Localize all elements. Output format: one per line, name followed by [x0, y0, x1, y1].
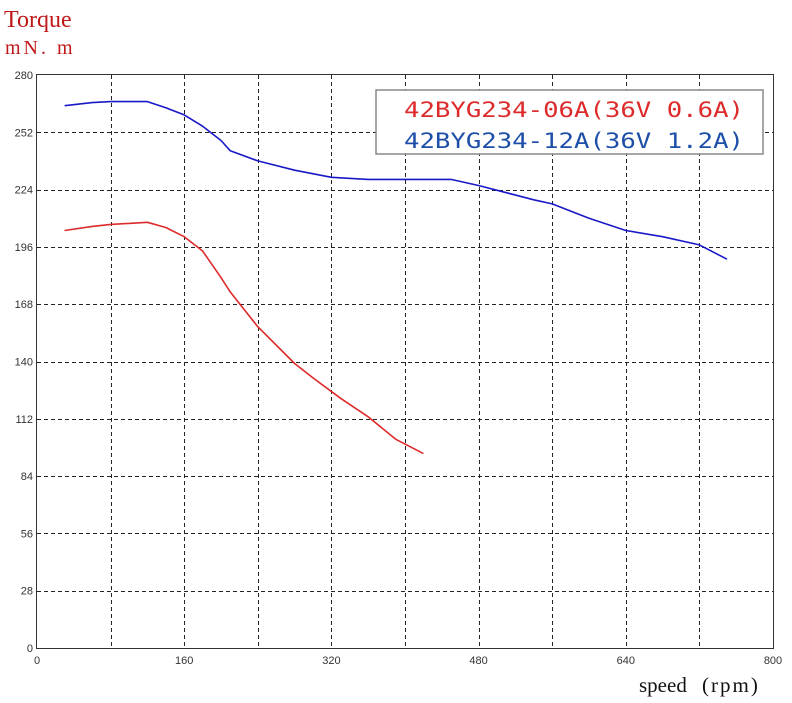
legend-series-1: 42BYG234-06A(36V 0.6A) — [404, 98, 744, 122]
tick-labels: 0 160 320 480 640 800 0 28 56 84 112 140 168 196 224 25… — [15, 70, 783, 667]
y-tick-label: 56 — [21, 528, 33, 540]
legend: 42BYG234-06A(36V 0.6A) 42BYG234-12A(36V … — [375, 89, 764, 155]
x-tick-label: 480 — [469, 655, 487, 667]
x-tick-label: 160 — [175, 655, 193, 667]
x-axis-title: speed — [639, 673, 687, 697]
series-lines — [64, 100, 728, 455]
y-tick-label: 0 — [27, 643, 33, 655]
x-tick-label: 320 — [322, 655, 340, 667]
y-tick-label: 224 — [15, 185, 33, 197]
grid — [37, 75, 773, 648]
x-tick-label: 0 — [34, 655, 40, 667]
series-line-2 — [64, 100, 728, 260]
legend-series-2: 42BYG234-12A(36V 1.2A) — [404, 129, 744, 153]
legend-box — [375, 89, 764, 155]
y-tick-label: 84 — [21, 471, 33, 483]
y-tick-label: 280 — [15, 70, 33, 82]
y-tick-label: 252 — [15, 127, 33, 139]
series-line-1 — [64, 221, 424, 455]
y-tick-label: 140 — [15, 357, 33, 369]
x-axis-unit: (rpm) — [702, 673, 760, 697]
x-tick-label: 800 — [764, 655, 782, 667]
y-tick-label: 112 — [15, 414, 33, 426]
y-axis-title: Torque — [4, 7, 72, 33]
y-axis-unit: mN. m — [5, 37, 76, 59]
x-tick-label: 640 — [617, 655, 635, 667]
y-tick-label: 168 — [15, 299, 33, 311]
y-tick-label: 28 — [21, 586, 33, 598]
y-tick-label: 196 — [15, 242, 33, 254]
